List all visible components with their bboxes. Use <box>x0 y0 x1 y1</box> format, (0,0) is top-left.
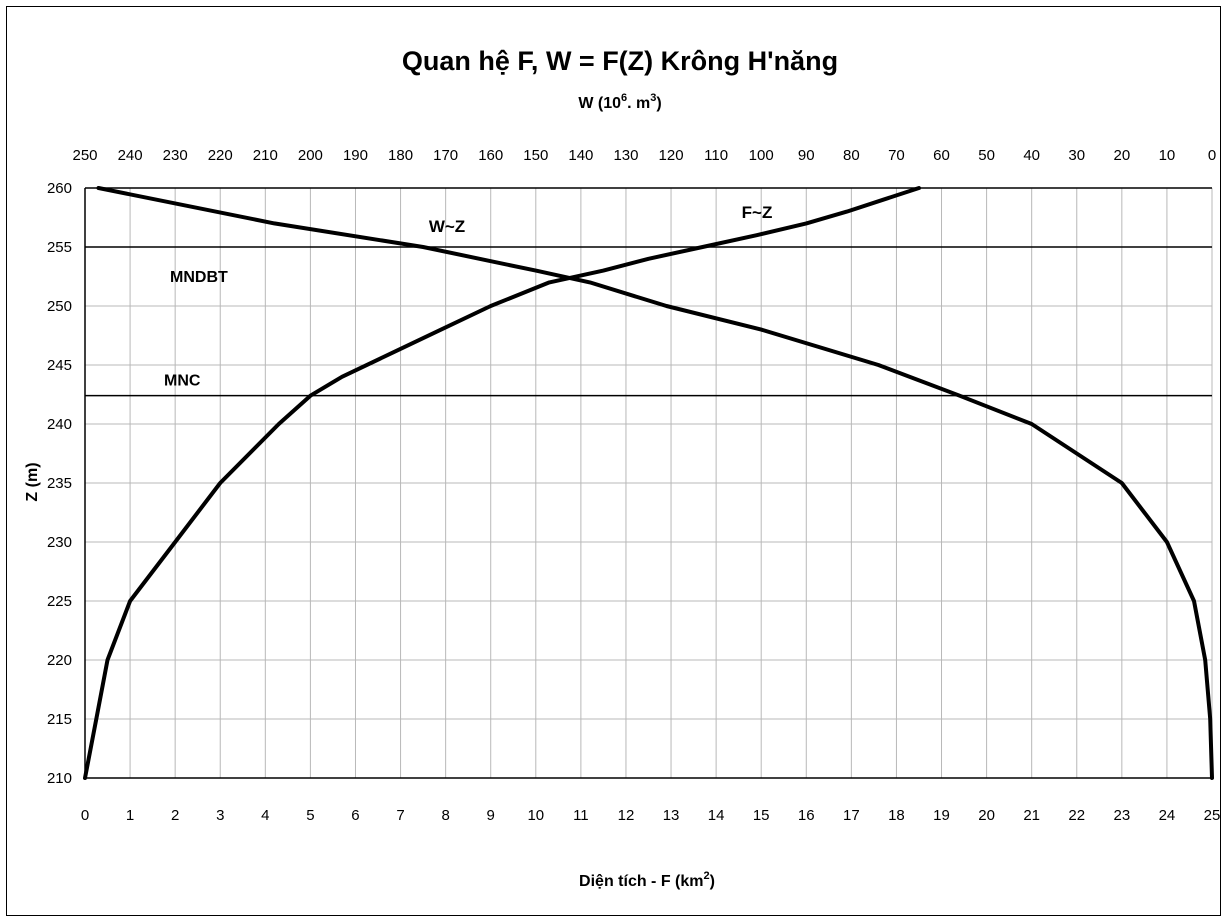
x-top-tick-label: 120 <box>659 147 684 164</box>
tick-labels: 0 1 2 3 4 5 6 7 8 9 10 11 12 13 14 15 16 17 18 19 20 21 22 23 24… <box>47 147 1220 824</box>
x-top-tick-label: 70 <box>888 147 905 164</box>
y-tick-label: 250 <box>47 298 72 315</box>
top-axis-label-base: W (10 <box>578 95 621 112</box>
x-bottom-tick-label: 17 <box>843 807 860 824</box>
x-top-tick-label: 10 <box>1159 147 1176 164</box>
x-bottom-tick-label: 14 <box>708 807 725 824</box>
top-axis-label: W (106. m3) <box>578 92 661 112</box>
x-top-tick-label: 90 <box>798 147 815 164</box>
x-top-tick-label: 110 <box>704 147 728 164</box>
y-tick-label: 225 <box>47 593 72 610</box>
y-tick-label: 260 <box>47 180 72 197</box>
x-top-tick-label: 20 <box>1113 147 1130 164</box>
series-label-w-z: W~Z <box>429 217 465 236</box>
bottom-axis-label-exp: 2 <box>704 870 710 882</box>
x-bottom-tick-label: 24 <box>1159 807 1176 824</box>
y-axis-label: Z (m) <box>24 462 41 501</box>
y-tick-label: 215 <box>47 711 72 728</box>
top-axis-label-mid: . m <box>627 95 650 112</box>
y-tick-label: 240 <box>47 416 72 433</box>
chart-frame <box>6 6 1221 916</box>
reference-lines: MNDBT MNC <box>85 246 1212 397</box>
x-top-tick-label: 0 <box>1208 147 1216 164</box>
reference-line-label-mnc: MNC <box>164 373 201 390</box>
x-top-tick-label: 160 <box>478 147 503 164</box>
x-top-tick-label: 150 <box>523 147 548 164</box>
x-bottom-tick-label: 18 <box>888 807 905 824</box>
series-label-f-z: F~Z <box>742 203 773 222</box>
x-bottom-tick-label: 19 <box>933 807 950 824</box>
x-bottom-tick-label: 6 <box>351 807 359 824</box>
bottom-axis-label-end: ) <box>710 873 715 890</box>
reference-line-label-mndbt: MNDBT <box>170 269 228 286</box>
x-bottom-tick-label: 23 <box>1113 807 1130 824</box>
x-top-tick-label: 250 <box>72 147 97 164</box>
x-bottom-tick-label: 13 <box>663 807 680 824</box>
series-line-w-z <box>96 186 1214 780</box>
x-bottom-tick-label: 2 <box>171 807 179 824</box>
top-axis-label-exp1: 6 <box>621 92 627 104</box>
top-axis-label-exp2: 3 <box>650 92 656 104</box>
x-top-tick-label: 30 <box>1068 147 1085 164</box>
x-bottom-tick-label: 11 <box>573 807 589 824</box>
x-top-tick-label: 170 <box>433 147 458 164</box>
x-bottom-tick-label: 9 <box>487 807 495 824</box>
series-line-f-z <box>83 186 921 780</box>
x-bottom-tick-label: 21 <box>1023 807 1040 824</box>
bottom-axis-label: Diện tích - F (km2) <box>579 870 715 890</box>
x-top-tick-label: 50 <box>978 147 995 164</box>
y-tick-label: 210 <box>47 770 72 787</box>
chart-title: Quan hệ F, W = F(Z) Krông H'năng <box>402 46 838 76</box>
x-top-tick-label: 190 <box>343 147 368 164</box>
y-tick-label: 220 <box>47 652 72 669</box>
x-bottom-tick-label: 22 <box>1068 807 1085 824</box>
x-top-tick-label: 140 <box>568 147 593 164</box>
series-group: F~Z W~Z <box>83 186 1214 780</box>
y-tick-label: 245 <box>47 357 72 374</box>
x-bottom-tick-label: 4 <box>261 807 269 824</box>
x-top-tick-label: 240 <box>118 147 143 164</box>
x-top-tick-label: 210 <box>253 147 278 164</box>
y-tick-label: 255 <box>47 239 72 256</box>
x-bottom-tick-label: 7 <box>396 807 404 824</box>
bottom-axis-label-base: Diện tích - F (km <box>579 873 703 890</box>
y-tick-label: 230 <box>47 534 72 551</box>
x-bottom-tick-label: 3 <box>216 807 224 824</box>
y-tick-label: 235 <box>47 475 72 492</box>
x-bottom-tick-label: 10 <box>527 807 544 824</box>
grid <box>84 187 1213 779</box>
x-top-tick-label: 220 <box>208 147 233 164</box>
x-top-tick-label: 180 <box>388 147 413 164</box>
top-axis-label-end: ) <box>656 95 661 112</box>
x-bottom-tick-label: 0 <box>81 807 89 824</box>
x-bottom-tick-label: 8 <box>441 807 449 824</box>
x-top-tick-label: 80 <box>843 147 860 164</box>
x-top-tick-label: 40 <box>1023 147 1040 164</box>
x-bottom-tick-label: 5 <box>306 807 314 824</box>
x-bottom-tick-label: 20 <box>978 807 995 824</box>
x-bottom-tick-label: 25 <box>1204 807 1221 824</box>
x-top-tick-label: 130 <box>613 147 638 164</box>
x-top-tick-label: 60 <box>933 147 950 164</box>
x-bottom-tick-label: 12 <box>618 807 635 824</box>
x-bottom-tick-label: 1 <box>126 807 134 824</box>
x-top-tick-label: 100 <box>749 147 774 164</box>
x-top-tick-label: 200 <box>298 147 323 164</box>
x-bottom-tick-label: 15 <box>753 807 770 824</box>
x-top-tick-label: 230 <box>163 147 188 164</box>
x-bottom-tick-label: 16 <box>798 807 815 824</box>
